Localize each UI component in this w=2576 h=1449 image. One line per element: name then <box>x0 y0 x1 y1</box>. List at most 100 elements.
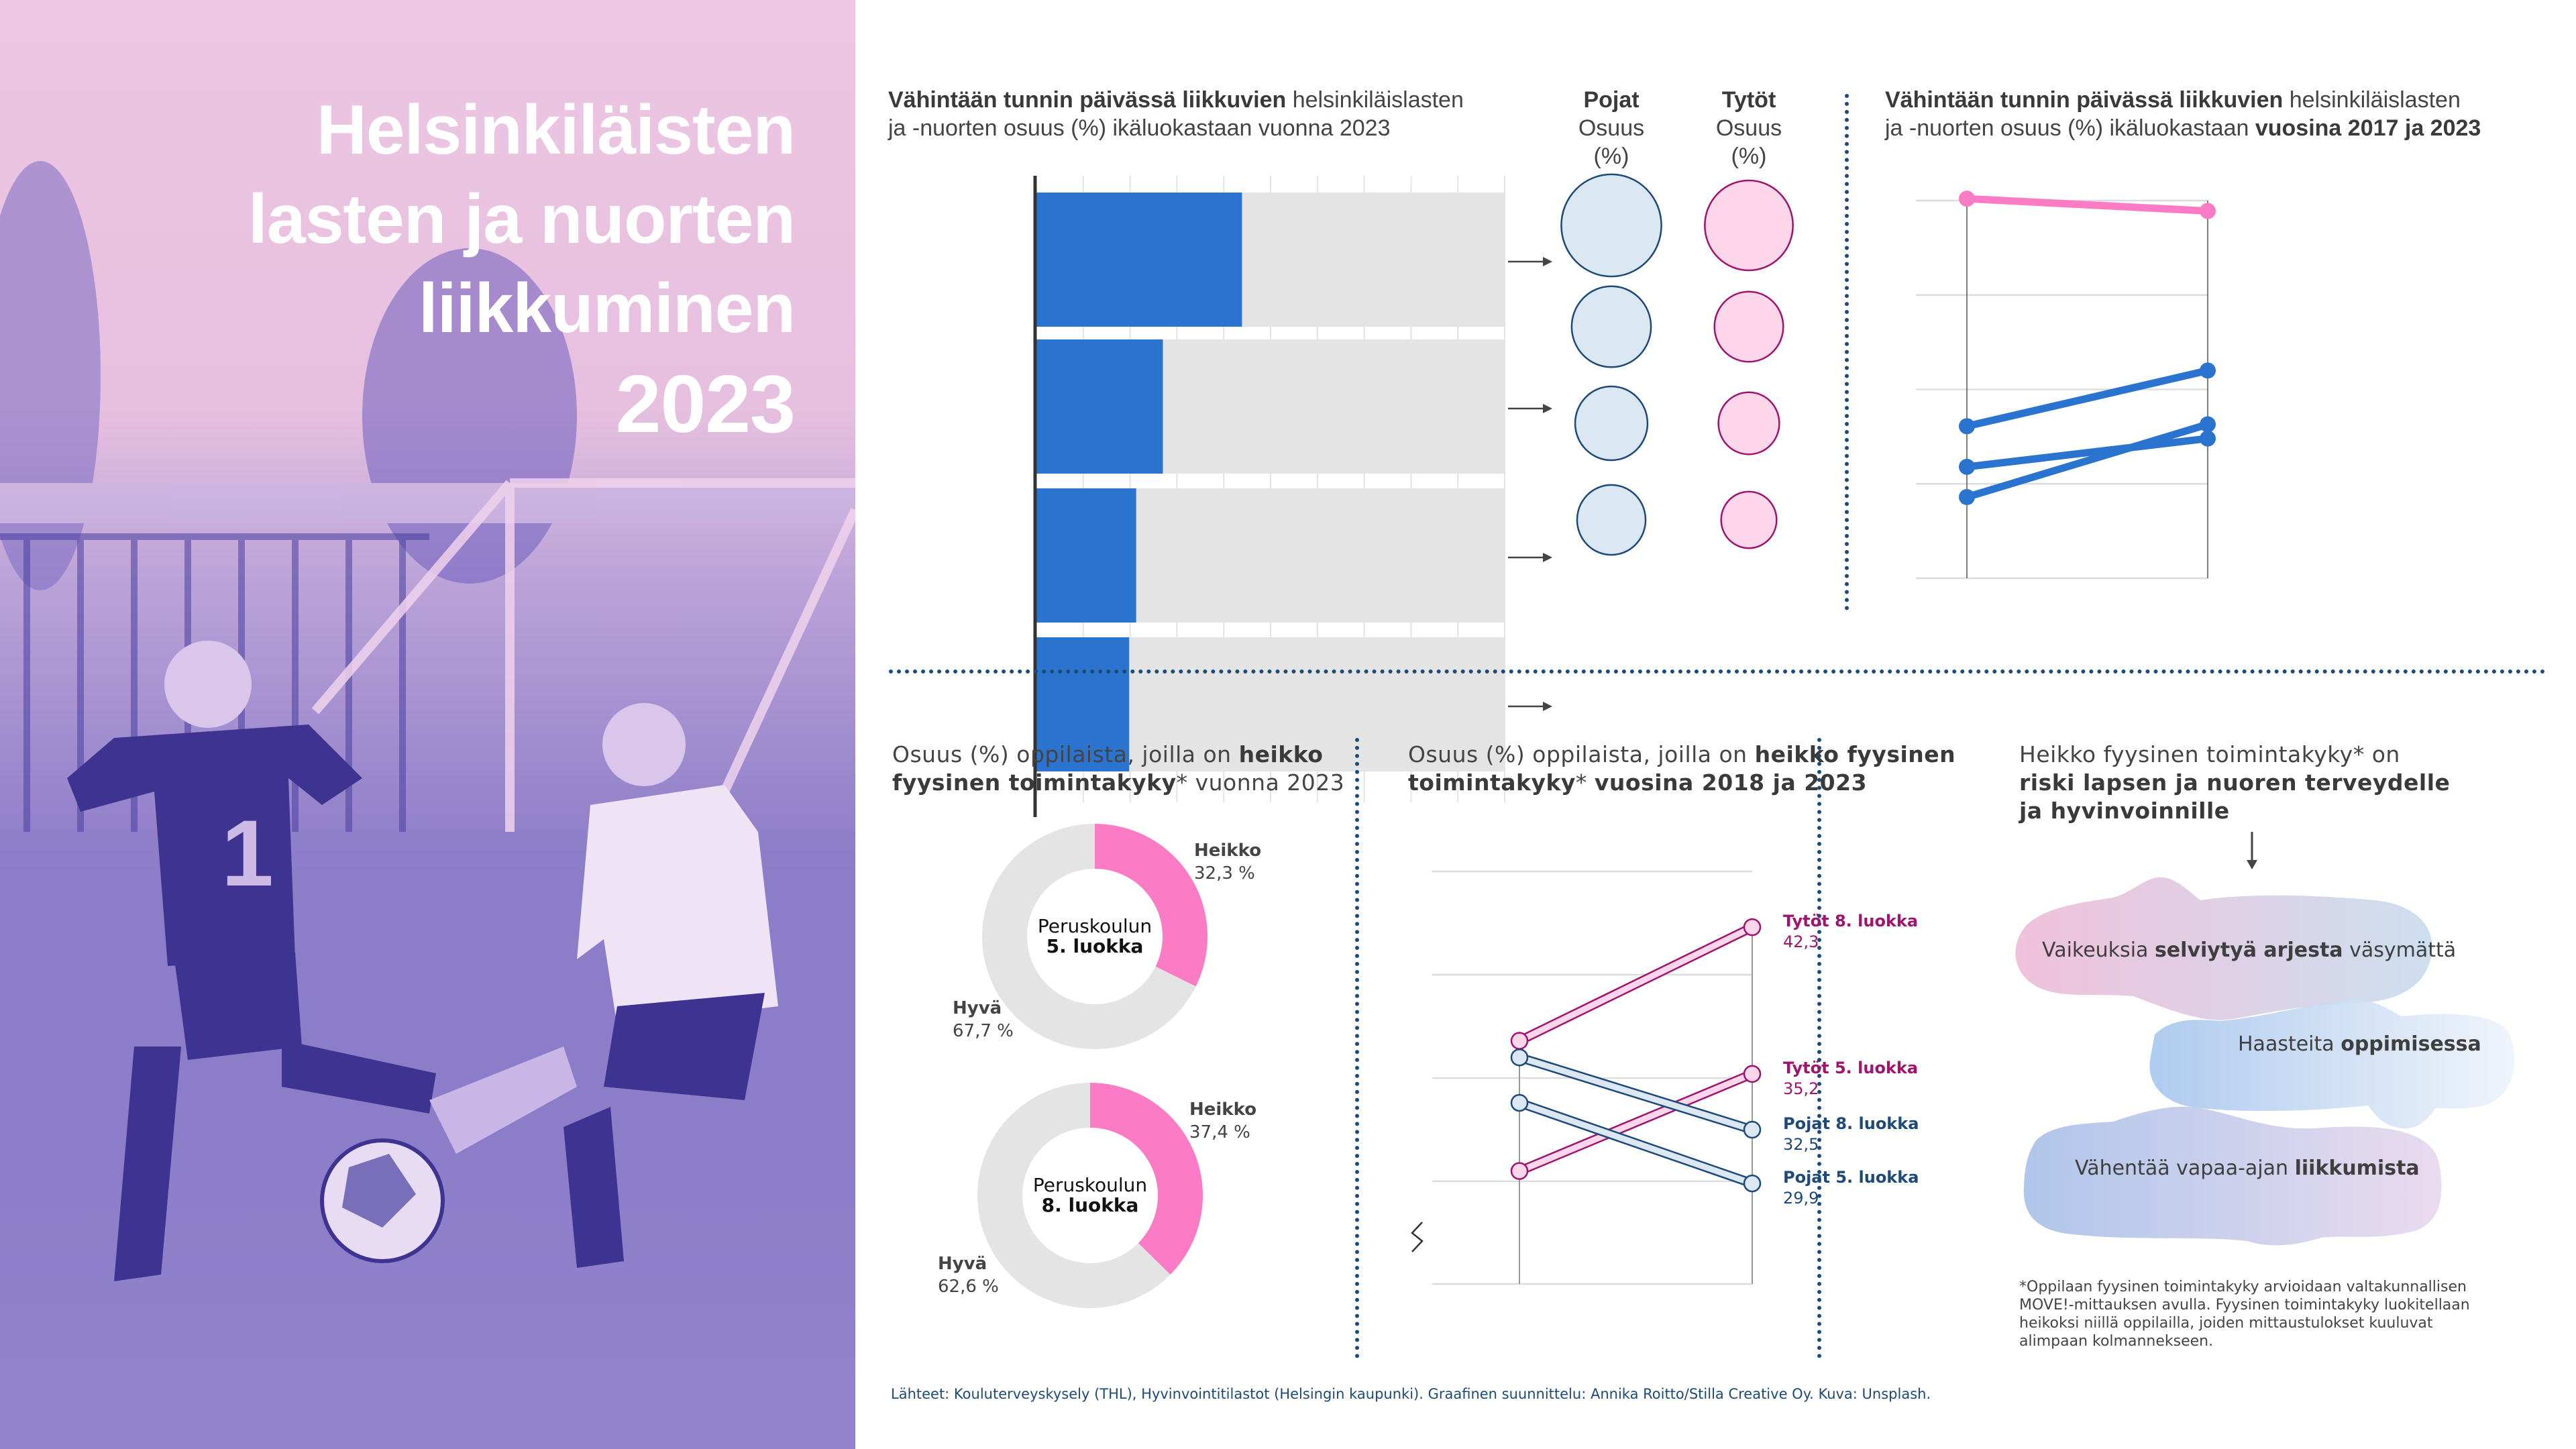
vertical-divider-top <box>1845 94 1849 610</box>
hero-title-line-3: liikkuminen <box>418 270 796 347</box>
cloud-3-text-a: Vähentää vapaa-ajan <box>2075 1157 2295 1180</box>
footnote-line: MOVE!-mittauksen avulla. Fyysinen toimin… <box>2019 1297 2470 1313</box>
girls-bubble <box>1717 391 1780 455</box>
fitness-trend-title: Osuus (%) oppilaista, joilla on heikko f… <box>1408 741 1955 797</box>
girls-bubble <box>1704 179 1794 272</box>
series-end-label: Pojat 5. luokka 29,9 <box>1783 1167 1919 1209</box>
footnote: *Oppilaan fyysinen toimintakyky arvioida… <box>2019 1278 2470 1350</box>
girls-header-sub: Osuus (%) <box>1715 115 1782 169</box>
boys-header-title: Pojat <box>1583 87 1640 113</box>
boys-bubble <box>1576 484 1647 556</box>
cloud-3-text-bold: liikkumista <box>2294 1157 2420 1180</box>
footnote-line: alimpaan kolmannekseen. <box>2019 1333 2214 1350</box>
donut-weak-label: Heikko 37,4 % <box>1189 1098 1256 1144</box>
trend-chart-title-rest: helsinkiläislasten <box>2283 87 2461 113</box>
good-value: 62,6 % <box>938 1277 999 1297</box>
risk-title-line1: Heikko fyysinen toimintakyky* on <box>2019 741 2400 767</box>
vertical-divider-bottom-left <box>1355 738 1359 1358</box>
series-point <box>1959 418 1975 435</box>
risk-clouds <box>2015 877 2515 1246</box>
series-point <box>1510 1093 1529 1112</box>
fitness-title-years: vuosina 2018 ja 2023 <box>1594 769 1868 796</box>
ball-pattern <box>342 1154 416 1228</box>
trend-chart-title-bold: Vähintään tunnin päivässä liikkuvien <box>1885 87 2284 113</box>
cloud-1-text-b: väsymättä <box>2343 938 2457 962</box>
girls-bubble <box>1713 290 1784 363</box>
football-photo: 1 <box>0 161 855 1449</box>
good-label: Hyvä <box>938 1254 987 1274</box>
cloud-2-text-bold: oppimisessa <box>2341 1032 2481 1056</box>
boys-bubble <box>1560 173 1662 278</box>
series-end-value: 32,5 <box>1783 1135 1819 1154</box>
girls-column-header: Tytöt Osuus (%) <box>1695 86 1803 170</box>
boys-column-header: Pojat Osuus (%) <box>1558 86 1665 170</box>
bar-chart-title: Vähintään tunnin päivässä liikkuvien hel… <box>888 86 1464 142</box>
cloud-2-text-a: Haasteita <box>2238 1032 2341 1056</box>
boys-header-sub: Osuus (%) <box>1578 115 1645 169</box>
donut-center-line1: Peruskoulun <box>1032 1174 1148 1196</box>
bar-chart-title-bold: Vähintään tunnin päivässä liikkuvien <box>888 87 1287 113</box>
arrow-head-icon <box>1543 404 1552 413</box>
svg-text:1: 1 <box>221 800 274 906</box>
donut-good-label: Hyvä 62,6 % <box>938 1252 999 1298</box>
series-point <box>1510 1032 1529 1050</box>
series-end-label: Tytöt 8. luokka 42,3 <box>1783 911 1918 953</box>
risk-title-line2: riski lapsen ja nuoren terveydelle <box>2019 769 2451 796</box>
donut-section-title: Osuus (%) oppilaista, joilla on heikko f… <box>892 741 1344 797</box>
series-point <box>1743 1120 1762 1139</box>
cloud-1-text-bold: selviytyä arjesta <box>2154 938 2343 962</box>
donut-good-label: Hyvä 67,7 % <box>953 997 1014 1042</box>
risk-section-title: Heikko fyysinen toimintakyky* on riski l… <box>2019 741 2450 825</box>
donut-center-label: Peruskoulun 5. luokka <box>1021 916 1169 957</box>
cloud-3-text: Vähentää vapaa-ajan liikkumista <box>2075 1157 2420 1180</box>
series-end-label: Pojat 8. luokka 32,5 <box>1783 1114 1919 1155</box>
donut-slice-good <box>982 824 1196 1049</box>
bar-chart-title-line2: ja -nuorten osuus (%) ikäluokastaan vuon… <box>888 115 1391 141</box>
donut-weak-label: Heikko 32,3 % <box>1194 839 1261 885</box>
series-point <box>1743 1174 1762 1193</box>
girls-bubble <box>1720 490 1778 549</box>
arrow-down-icon <box>2247 832 2257 869</box>
trend-chart-title-line2: ja -nuorten osuus (%) ikäluokastaan <box>1885 115 2255 141</box>
goal <box>311 478 855 832</box>
vertical-divider-bottom-right <box>1817 738 1821 1358</box>
footnote-line: heikoksi niillä oppilailla, joiden mitta… <box>2019 1315 2433 1332</box>
series-point <box>1959 458 1975 475</box>
bar <box>1036 488 1136 623</box>
donut-title-bold2: fyysinen toimintakyky <box>892 769 1177 796</box>
series-line <box>1963 421 2212 501</box>
source-credits: Lähteet: Kouluterveyskysely (THL), Hyvin… <box>891 1386 1931 1402</box>
fitness-title-plain2: * <box>1575 769 1595 796</box>
weak-label: Heikko <box>1194 841 1262 861</box>
cloud-2 <box>2149 999 2515 1129</box>
trend-chart-title: Vähintään tunnin päivässä liikkuvien hel… <box>1885 86 2481 142</box>
series-end-value: 29,9 <box>1783 1189 1819 1208</box>
series-point <box>1959 488 1975 505</box>
donut-title-plain: Osuus (%) oppilaista, joilla on <box>892 741 1239 767</box>
series-line <box>1516 1054 1756 1133</box>
donut-slice-weak <box>1090 1083 1203 1275</box>
hero-title-line-1: Helsinkiläisten <box>316 91 796 169</box>
series-point <box>2200 362 2216 379</box>
bar <box>1036 193 1242 327</box>
series-name: Tytöt 8. luokka <box>1783 912 1919 931</box>
bar <box>1036 637 1130 771</box>
series-point <box>1510 1048 1529 1067</box>
series-point <box>2200 430 2216 447</box>
weak-value: 37,4 % <box>1189 1122 1250 1142</box>
series-point <box>2200 416 2216 433</box>
series-point <box>2200 203 2216 219</box>
tree-shape <box>0 161 101 590</box>
donut-slice-good <box>977 1083 1171 1309</box>
player-right <box>429 703 778 1268</box>
donut-title-bold1: heikko <box>1238 741 1324 767</box>
series-line <box>1963 195 2212 215</box>
boys-bubble <box>1574 385 1649 462</box>
good-value: 67,7 % <box>953 1021 1014 1041</box>
weak-value: 32,3 % <box>1194 863 1255 883</box>
series-point <box>1959 191 1975 207</box>
hero-title-line-2: lasten ja nuorten <box>248 180 796 258</box>
girls-header-title: Tytöt <box>1721 87 1776 113</box>
weak-label: Heikko <box>1189 1099 1257 1120</box>
